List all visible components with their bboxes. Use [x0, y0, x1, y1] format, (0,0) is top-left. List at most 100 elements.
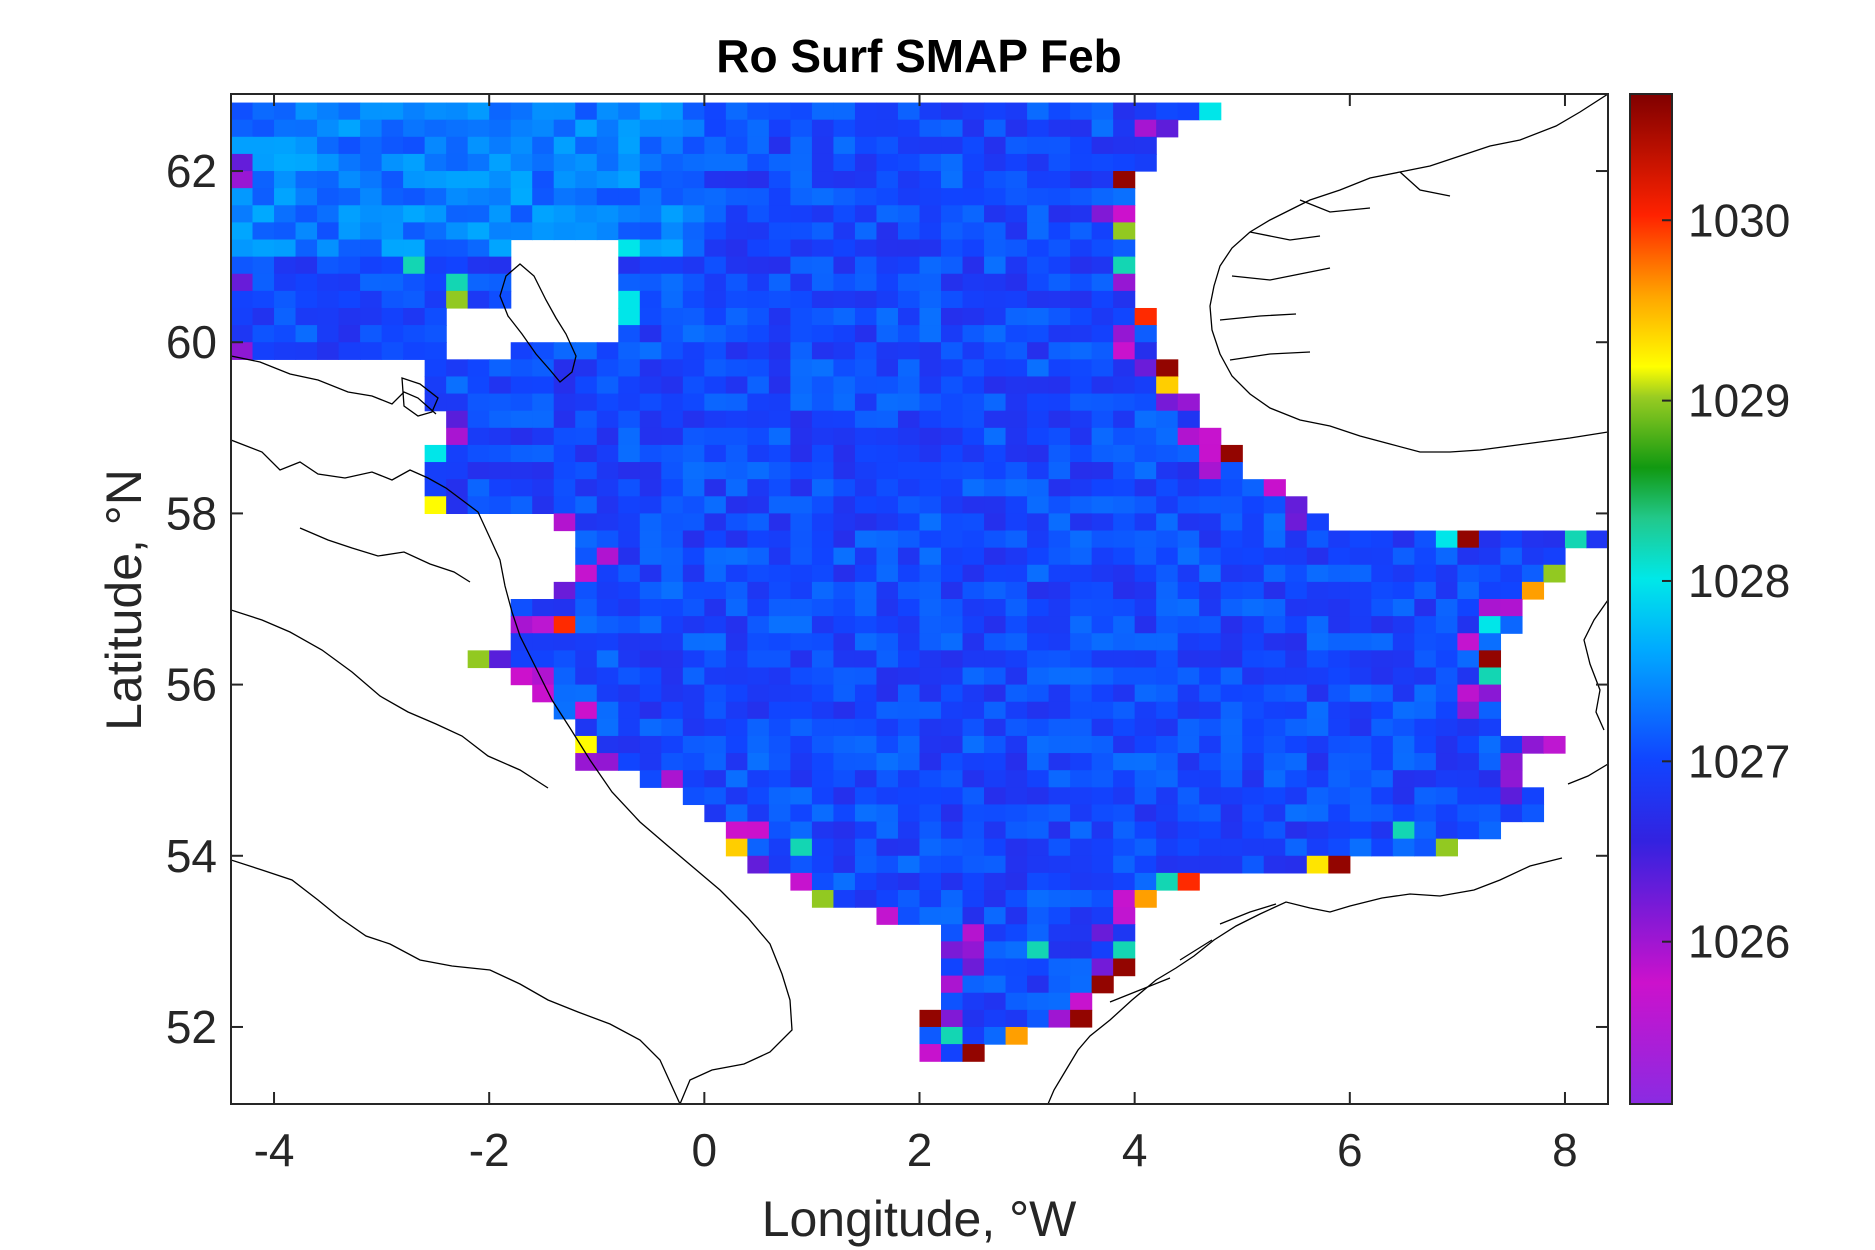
heatmap-cell [1027, 273, 1050, 292]
heatmap-cell [747, 427, 770, 446]
heatmap-cell [639, 581, 662, 600]
heatmap-cell [446, 153, 469, 172]
heatmap-cell [876, 136, 899, 155]
heatmap-cell [596, 547, 619, 566]
heatmap-cell [1285, 547, 1308, 566]
heatmap-cell [596, 393, 619, 412]
heatmap-cell [1500, 564, 1523, 583]
heatmap-cell [704, 256, 727, 275]
heatmap-cell [682, 290, 705, 309]
y-tick-label: 62 [166, 145, 217, 197]
heatmap-cell [897, 290, 921, 309]
heatmap-cell [811, 239, 835, 258]
heatmap-cell [596, 701, 619, 720]
heatmap-cell [897, 273, 921, 292]
heatmap-cell [1070, 530, 1093, 549]
heatmap-cell [704, 171, 727, 189]
heatmap-cell [1091, 650, 1114, 669]
heatmap-cell [682, 102, 705, 121]
heatmap-cell [1070, 342, 1093, 360]
heatmap-cell [747, 342, 770, 360]
heatmap-cell [1414, 701, 1437, 720]
heatmap-cell [1048, 427, 1071, 446]
heatmap-cell [1392, 804, 1415, 823]
heatmap-cell [274, 136, 297, 155]
heatmap-cell [596, 427, 619, 446]
heatmap-cell [941, 753, 964, 771]
heatmap-cell [1328, 735, 1351, 754]
heatmap-cell [941, 599, 964, 617]
heatmap-cell [747, 701, 770, 720]
heatmap-cell [532, 359, 555, 378]
heatmap-cell [1306, 564, 1329, 583]
heatmap-cell [1392, 633, 1415, 651]
heatmap-cell [1048, 188, 1071, 206]
heatmap-cell [962, 616, 985, 634]
heatmap-cell [231, 256, 254, 275]
heatmap-cell [661, 376, 684, 395]
heatmap-cell [1500, 770, 1523, 788]
heatmap-cell [1435, 770, 1458, 788]
heatmap-cell [1027, 701, 1050, 720]
heatmap-cell [941, 735, 964, 754]
heatmap-cell [790, 787, 813, 806]
heatmap-cell [919, 256, 942, 275]
heatmap-cell [682, 616, 705, 634]
heatmap-cell [532, 462, 555, 480]
heatmap-cell [1156, 633, 1179, 651]
heatmap-cell [1134, 530, 1157, 549]
heatmap-cell [403, 119, 426, 138]
heatmap-cell [725, 307, 748, 326]
heatmap-cell [682, 530, 705, 549]
heatmap-cell [919, 616, 942, 634]
heatmap-cell [811, 273, 835, 292]
heatmap-cell [962, 941, 985, 960]
heatmap-cell [790, 564, 813, 583]
heatmap-cell [854, 102, 878, 121]
heatmap-cell [854, 547, 878, 566]
heatmap-cell [682, 479, 705, 497]
heatmap-cell [1027, 444, 1050, 463]
heatmap-cell [984, 992, 1007, 1011]
heatmap-cell [1027, 564, 1050, 583]
heatmap-cell [1414, 616, 1437, 634]
heatmap-cell [1048, 359, 1071, 378]
heatmap-cell [833, 290, 856, 309]
heatmap-cell [1027, 804, 1050, 823]
heatmap-cell [1457, 667, 1480, 686]
heatmap-cell [854, 872, 878, 891]
heatmap-cell [1113, 239, 1136, 258]
heatmap-cell [1048, 684, 1071, 703]
heatmap-cell [897, 753, 921, 771]
heatmap-cell [962, 153, 985, 172]
heatmap-cell [1371, 701, 1394, 720]
heatmap-cell [1414, 838, 1437, 857]
heatmap-cell [984, 188, 1007, 206]
heatmap-cell [854, 581, 878, 600]
heatmap-cell [231, 205, 254, 223]
heatmap-cell [467, 376, 490, 395]
heatmap-cell [704, 718, 727, 737]
heatmap-cell [467, 102, 490, 121]
heatmap-cell [1134, 650, 1157, 669]
heatmap-cell [811, 376, 835, 395]
heatmap-cell [1048, 462, 1071, 480]
heatmap-cell [725, 701, 748, 720]
heatmap-cell [1199, 581, 1222, 600]
heatmap-cell [854, 753, 878, 771]
heatmap-cell [1070, 564, 1093, 583]
heatmap-cell [962, 890, 985, 908]
heatmap-cell [1113, 444, 1136, 463]
heatmap-cell [704, 462, 727, 480]
heatmap-cell [768, 376, 792, 395]
heatmap-cell [811, 530, 835, 549]
heatmap-cell [1005, 718, 1028, 737]
heatmap-cell [1113, 924, 1136, 942]
heatmap-cell [1005, 872, 1028, 891]
heatmap-cell [1564, 530, 1588, 549]
heatmap-cell [553, 342, 576, 360]
heatmap-cell [1199, 838, 1222, 857]
heatmap-cell [747, 513, 770, 532]
heatmap-cell [1349, 718, 1372, 737]
heatmap-cell [833, 564, 856, 583]
